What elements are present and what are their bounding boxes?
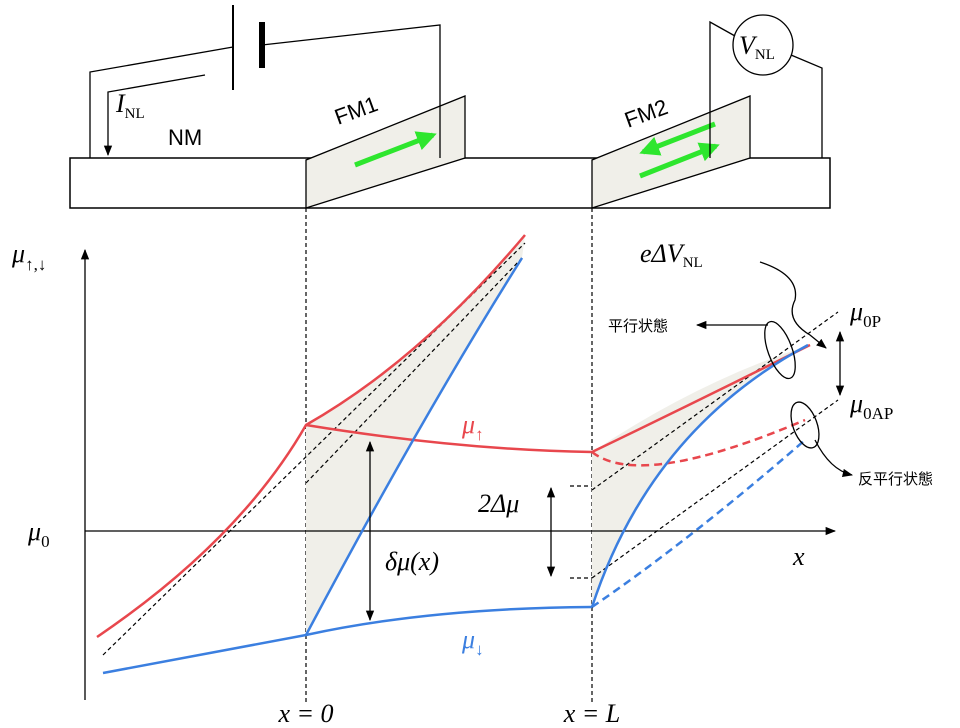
mu-down-label: μ↓ bbox=[461, 625, 484, 659]
x-zero-label: x = 0 bbox=[277, 699, 333, 728]
nm-label: NM bbox=[168, 125, 202, 150]
mu-0p-label: μ0P bbox=[849, 297, 881, 331]
diagram: INL NM FM1 FM2 VNL μ↑,↓ μ0 x x = 0 x = L… bbox=[0, 0, 960, 728]
fm2-label: FM2 bbox=[621, 94, 671, 133]
x-axis-label: x bbox=[792, 542, 805, 571]
two-delta-mu-label: 2Δμ bbox=[478, 489, 519, 518]
mu-up-label: μ↑ bbox=[461, 410, 484, 444]
antiparallel-label: 反平行状態 bbox=[858, 470, 933, 488]
signal-label: eΔVNL bbox=[640, 239, 703, 271]
mu-0ap-label: μ0AP bbox=[849, 389, 893, 423]
current-label: INL bbox=[115, 89, 145, 122]
origin-label: μ0 bbox=[27, 517, 50, 551]
delta-mu-label: δμ(x) bbox=[385, 547, 439, 576]
device: INL NM FM1 FM2 VNL bbox=[70, 5, 830, 208]
fm1-label: FM1 bbox=[331, 91, 381, 130]
plot: μ↑,↓ μ0 x x = 0 x = L μ↑ μ↓ δμ(x) 2Δμ eΔ… bbox=[11, 208, 933, 728]
x-l-label: x = L bbox=[563, 699, 621, 728]
parallel-label: 平行状態 bbox=[608, 317, 668, 335]
y-axis-label: μ↑,↓ bbox=[11, 239, 46, 274]
